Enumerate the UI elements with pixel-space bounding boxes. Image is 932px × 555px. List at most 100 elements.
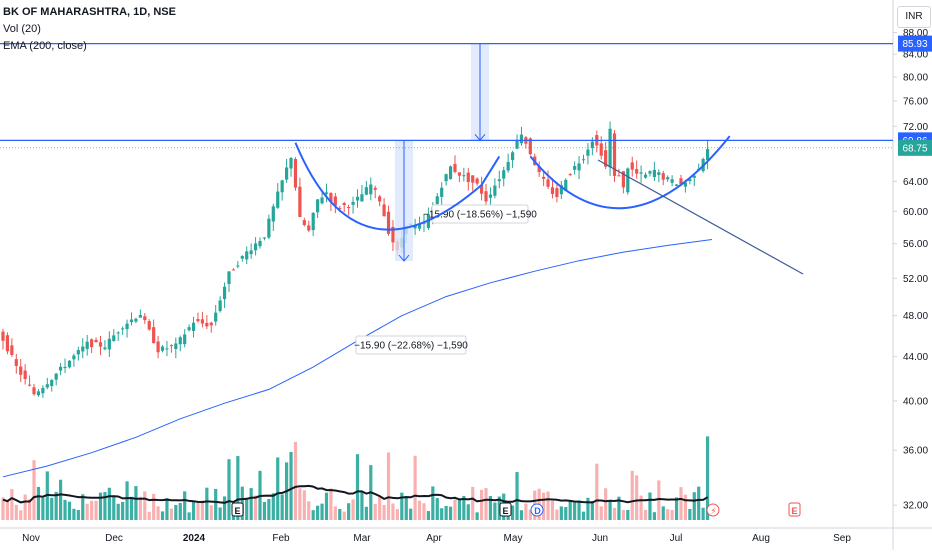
- volume-bar: [196, 501, 200, 520]
- chart-legend: BK OF MAHARASHTRA, 1D, NSE Vol (20) EMA …: [3, 4, 176, 55]
- volume-bar: [103, 492, 107, 520]
- candle-body: [386, 211, 391, 234]
- volume-bar: [14, 504, 18, 520]
- time-tick-label-8: Jul: [670, 533, 683, 544]
- candle-body: [506, 161, 510, 171]
- volume-bar: [648, 492, 652, 520]
- volume-bar: [475, 512, 479, 520]
- price-tick-label-13: 32.00: [903, 501, 928, 512]
- volume-bar: [608, 501, 612, 520]
- candle-body: [378, 196, 382, 202]
- candle-body: [413, 225, 417, 229]
- volume-bar: [378, 495, 382, 520]
- level-label-0: 85.93: [902, 39, 927, 50]
- candle-body: [604, 150, 608, 167]
- dividend-icon: D: [530, 503, 544, 517]
- measure-label-1-bg: [355, 335, 467, 355]
- candle-body: [666, 177, 670, 180]
- candle-body: [231, 269, 236, 271]
- candle-body: [240, 256, 244, 259]
- price-tick-label-3: 76.00: [903, 97, 928, 108]
- candle-body: [289, 157, 293, 169]
- ema-200-line: [2, 239, 713, 478]
- candle-body: [612, 133, 617, 176]
- volume-bar: [222, 496, 227, 520]
- volume-bar: [568, 500, 572, 520]
- candle-body: [280, 180, 284, 193]
- volume-bar: [191, 501, 196, 520]
- candle-body: [245, 251, 249, 260]
- candle-body: [200, 319, 205, 324]
- candle-body: [174, 343, 178, 350]
- volume-bar: [581, 511, 586, 520]
- candle-body: [36, 391, 41, 396]
- volume-bar: [94, 500, 98, 520]
- volume-bar: [395, 509, 399, 520]
- volume-bar: [121, 501, 125, 520]
- volume-bar: [245, 499, 249, 520]
- candle-body: [27, 384, 32, 386]
- candle-body: [462, 175, 466, 177]
- volume-bar: [1, 497, 5, 520]
- split-icon-glyph: ⚡: [710, 506, 716, 516]
- volume-bar: [316, 505, 320, 520]
- earnings-icon: E: [231, 502, 244, 517]
- currency-badge[interactable]: INR: [897, 6, 931, 28]
- volume-bar: [417, 500, 422, 520]
- volume-bar: [564, 507, 568, 520]
- candle-body: [502, 170, 506, 179]
- candle-body: [347, 207, 351, 209]
- volume-bar: [200, 500, 205, 520]
- candle-body: [160, 346, 165, 351]
- candle-body: [342, 203, 346, 206]
- volume-bar: [351, 499, 355, 520]
- symbol-title: BK OF MAHARASHTRA, 1D, NSE: [3, 6, 176, 18]
- volume-bar: [152, 493, 156, 520]
- candle-body: [205, 322, 209, 327]
- candle-body: [50, 380, 54, 387]
- volume-bar: [50, 497, 54, 520]
- candle-body: [457, 172, 462, 176]
- volume-bar: [617, 496, 621, 520]
- candle-body: [573, 166, 577, 170]
- volume-bar: [107, 487, 111, 520]
- time-tick-label-2: 2024: [183, 533, 206, 544]
- candle-body: [134, 318, 138, 322]
- candle-body: [519, 134, 524, 144]
- candle-body: [577, 163, 581, 171]
- volume-bar: [32, 460, 36, 520]
- volume-bar: [661, 506, 665, 520]
- time-tick-label-10: Sep: [833, 533, 851, 544]
- volume-bar: [205, 487, 209, 520]
- volume-bar: [355, 454, 360, 520]
- candle-body: [165, 348, 169, 350]
- candle-body: [5, 335, 10, 352]
- candle-body: [169, 345, 173, 347]
- candle-body: [484, 191, 488, 202]
- volume-bar: [435, 498, 439, 520]
- volume-bar: [510, 505, 515, 520]
- time-tick-label-5: Apr: [426, 533, 442, 544]
- cup-curve-1: [294, 142, 501, 231]
- candle-body: [103, 347, 107, 350]
- volume-bar: [338, 509, 342, 520]
- time-tick-label-3: Feb: [272, 533, 290, 544]
- volume-bar: [386, 452, 391, 520]
- volume-bar: [577, 500, 581, 520]
- volume-bar: [364, 506, 368, 520]
- price-tick-label-6: 60.00: [903, 207, 928, 218]
- volume-bar: [590, 500, 594, 520]
- volume-bar: [705, 436, 710, 520]
- candle-body: [67, 360, 72, 368]
- volume-bar: [307, 501, 311, 520]
- candle-body: [143, 316, 147, 321]
- volume-bar: [440, 508, 444, 520]
- volume-bar: [19, 510, 23, 520]
- earnings-icon-shape: [231, 502, 244, 517]
- volume-bar: [187, 512, 191, 520]
- time-tick-label-1: Dec: [105, 533, 123, 544]
- candle-body: [196, 319, 200, 322]
- volume-bar: [209, 505, 213, 520]
- candle-body: [674, 184, 679, 186]
